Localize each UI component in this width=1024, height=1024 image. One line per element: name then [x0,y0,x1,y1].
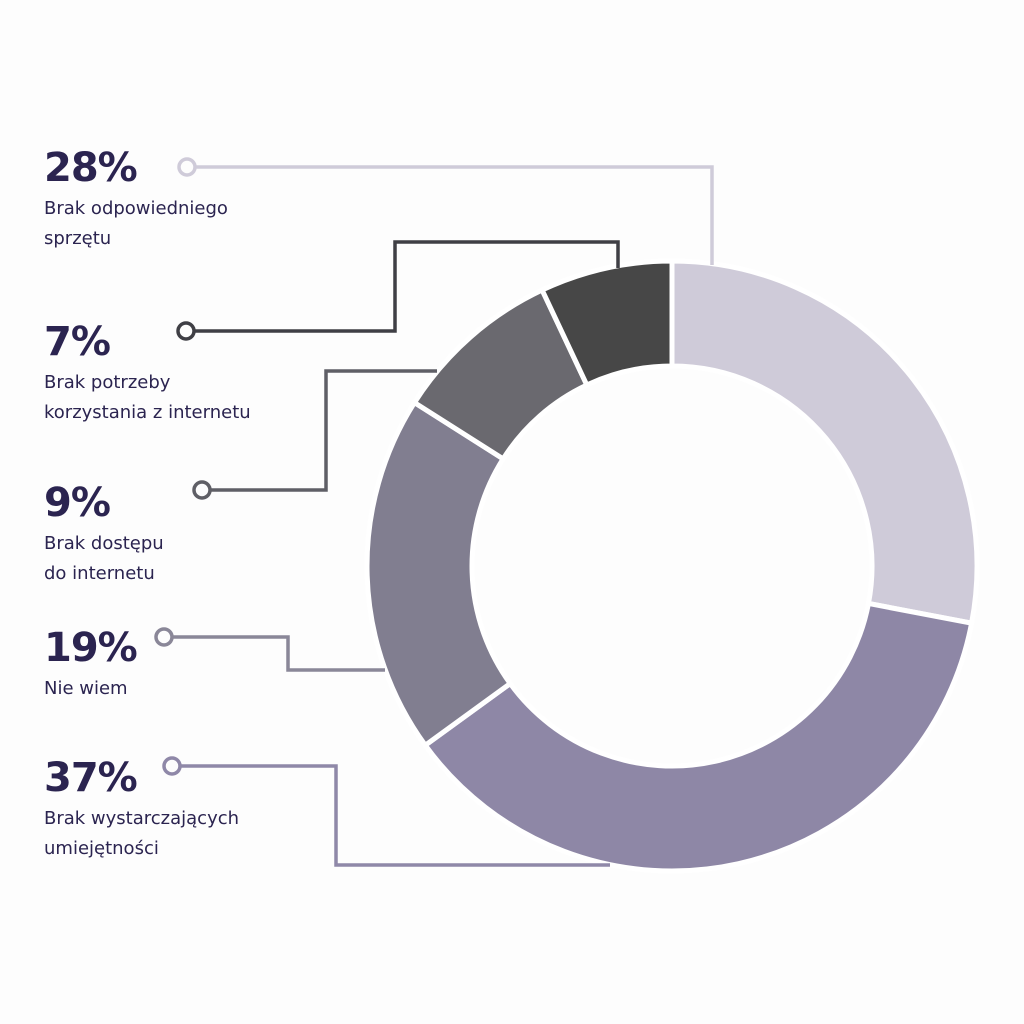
slice-percent: 37% [44,755,138,801]
slice-percent: 7% [44,319,111,365]
legend-label-potrzeba: 7% Brak potrzeby korzystania z internetu [44,320,251,428]
leader-dot [176,321,196,341]
slice-label-line: Brak potrzeby [44,372,171,393]
slice-percent: 19% [44,625,138,671]
slice-label-line: umiejętności [44,838,159,859]
leader-line [164,635,385,672]
leader-dot [177,157,197,177]
legend-label-sprzet: 28% Brak odpowiedniego sprzętu [44,146,228,254]
slice-label-line: do internetu [44,563,155,584]
slice-label-line: Nie wiem [44,678,128,699]
slice-label-line: Brak odpowiedniego [44,198,228,219]
legend-label-umiejetnosci: 37% Brak wystarczających umiejętności [44,756,239,864]
donut-slice [669,258,980,627]
slice-label-line: korzystania z internetu [44,402,251,423]
slice-label-line: sprzętu [44,228,112,249]
leader-line [187,165,714,265]
slice-percent: 28% [44,145,138,191]
leader-line [186,240,620,333]
donut-slice [538,258,675,389]
donut-slice [421,600,975,874]
leader-dot [192,480,212,500]
leader-dot [162,756,182,776]
legend-label-dostep: 9% Brak dostępu do internetu [44,481,164,589]
legend-label-nie-wiem: 19% Nie wiem [44,625,138,704]
slice-label-line: Brak dostępu [44,533,164,554]
slice-label-line: Brak wystarczających [44,808,240,829]
leader-dot [154,627,174,647]
slice-percent: 9% [44,480,111,526]
donut-slice [364,399,514,749]
leader-line [172,764,610,867]
leader-line [202,369,437,492]
